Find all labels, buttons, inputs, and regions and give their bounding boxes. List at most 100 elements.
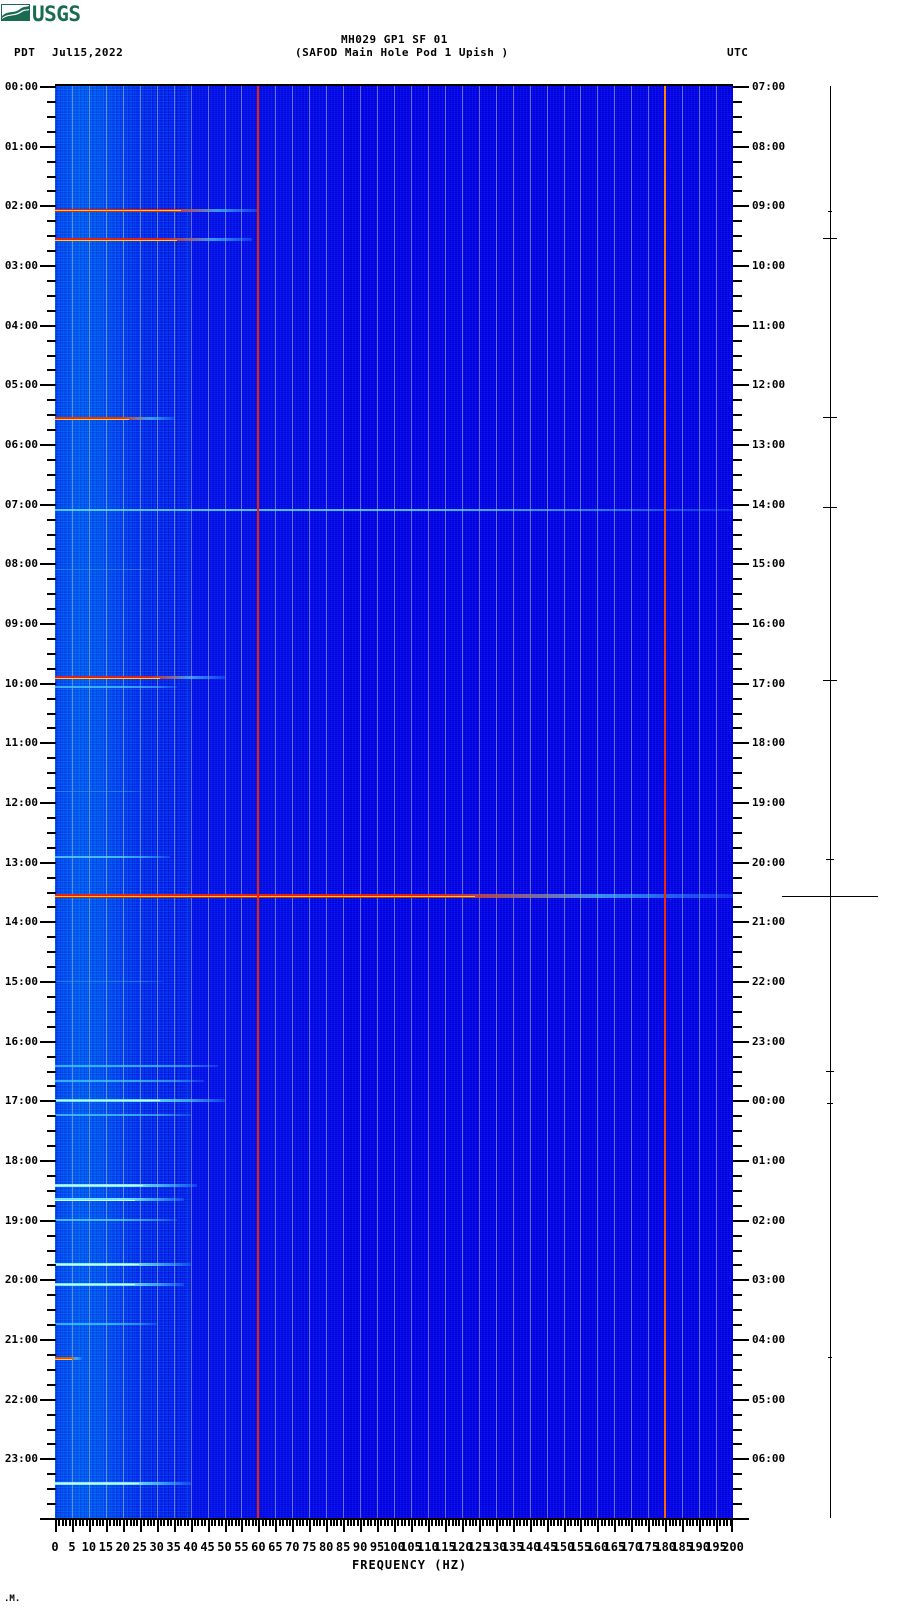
gridline-110hz — [427, 86, 429, 1518]
freq-tick-minor — [329, 1518, 332, 1526]
freq-label-75hz: 75 — [302, 1540, 317, 1554]
freq-tick-minor — [265, 1518, 268, 1526]
freq-tick-major — [631, 1518, 634, 1532]
time-tick-minor — [733, 1264, 742, 1267]
gridline-125hz — [478, 86, 480, 1518]
time-tick-major — [733, 324, 749, 327]
gridline-55hz — [241, 86, 243, 1518]
freq-tick-minor — [641, 1518, 644, 1526]
freq-tick-minor — [705, 1518, 708, 1526]
time-tick-minor — [47, 995, 56, 998]
freq-tick-minor — [516, 1518, 519, 1526]
time-tick-minor — [733, 846, 742, 849]
time-label-utc-18: 01:00 — [752, 1154, 786, 1167]
time-tick-minor — [47, 399, 56, 402]
timezone-left-label: PDT — [14, 46, 36, 59]
time-label-utc-3: 10:00 — [752, 259, 786, 272]
time-tick-minor — [733, 1249, 742, 1252]
time-label-pdt-14: 14:00 — [4, 915, 38, 929]
time-tick-minor — [733, 816, 742, 819]
freq-tick-minor — [200, 1518, 203, 1526]
time-tick-major — [40, 742, 56, 745]
time-label-pdt-13: 13:00 — [4, 855, 38, 869]
freq-tick-minor — [288, 1518, 291, 1526]
freq-label-70hz: 70 — [285, 1540, 300, 1554]
time-tick-minor — [47, 1294, 56, 1297]
time-tick-minor — [733, 294, 742, 297]
time-label-pdt-0: 00:00 — [4, 80, 38, 93]
time-tick-minor — [47, 100, 56, 103]
gridline-90hz — [360, 86, 362, 1518]
freq-tick-minor — [234, 1518, 237, 1526]
freq-tick-minor — [204, 1518, 207, 1526]
time-label-utc-1: 08:00 — [752, 139, 786, 153]
freq-tick-minor — [634, 1518, 637, 1526]
time-tick-minor — [733, 995, 742, 998]
time-tick-major — [40, 265, 56, 267]
time-tick-minor — [47, 518, 56, 521]
time-tick-major — [40, 324, 56, 327]
freq-tick-minor — [353, 1518, 356, 1526]
freq-tick-minor — [604, 1518, 607, 1526]
time-tick-minor — [47, 652, 56, 655]
freq-tick-minor — [600, 1518, 603, 1526]
freq-tick-minor — [617, 1518, 620, 1526]
time-tick-minor — [47, 697, 56, 700]
freq-tick-major — [190, 1518, 193, 1532]
time-tick-minor — [47, 1413, 56, 1416]
freq-tick-minor — [268, 1518, 271, 1526]
time-tick-minor — [733, 1488, 742, 1491]
time-tick-minor — [733, 190, 742, 193]
time-tick-minor — [733, 1189, 742, 1192]
time-tick-major — [40, 145, 56, 148]
time-tick-minor — [47, 772, 56, 775]
time-tick-minor — [47, 1145, 56, 1148]
time-tick-minor — [47, 876, 56, 879]
freq-label-155hz: 155 — [569, 1540, 592, 1554]
spectrogram-plot[interactable] — [55, 86, 733, 1518]
freq-tick-minor — [712, 1518, 715, 1526]
freq-tick-major — [563, 1518, 566, 1532]
time-tick-minor — [733, 533, 742, 536]
freq-tick-minor — [455, 1518, 458, 1526]
freq-tick-minor — [65, 1518, 68, 1526]
freq-tick-minor — [658, 1518, 661, 1526]
date-label: Jul15,2022 — [52, 46, 124, 59]
time-tick-minor — [47, 1115, 56, 1118]
time-label-pdt-22: 22:00 — [4, 1392, 38, 1406]
freq-tick-major — [326, 1518, 329, 1532]
time-tick-major — [733, 623, 749, 625]
time-tick-minor — [47, 548, 56, 551]
frequency-axis — [55, 1518, 733, 1538]
time-tick-minor — [733, 518, 742, 521]
time-tick-minor — [733, 1115, 742, 1118]
time-tick-major — [40, 1219, 56, 1222]
freq-tick-minor — [370, 1518, 373, 1526]
time-tick-minor — [733, 936, 742, 939]
event-core-0535 — [55, 418, 129, 420]
freq-tick-minor — [638, 1518, 641, 1526]
freq-tick-minor — [610, 1518, 613, 1526]
freq-tick-minor — [170, 1518, 173, 1526]
time-tick-minor — [733, 488, 742, 491]
time-tick-major — [733, 682, 749, 685]
freq-tick-minor — [594, 1518, 596, 1526]
freq-tick-minor — [671, 1518, 674, 1526]
freq-tick-minor — [661, 1518, 664, 1526]
gridline-195hz — [716, 86, 718, 1518]
gridline-30hz — [156, 86, 158, 1518]
freq-tick-major — [360, 1518, 363, 1532]
freq-tick-minor — [621, 1518, 624, 1526]
time-tick-minor — [733, 399, 742, 402]
freq-tick-major — [309, 1518, 312, 1532]
time-tick-major — [733, 1160, 749, 1162]
freq-tick-minor — [166, 1518, 169, 1526]
time-axis-left-pdt: 00:00 01:00 02:00 03:00 04:00 05:00 06:00 07:00… — [0, 81, 56, 1520]
freq-tick-minor — [536, 1518, 539, 1526]
time-tick-major — [733, 1279, 749, 1282]
time-tick-minor — [733, 1174, 742, 1177]
time-tick-minor — [47, 787, 56, 790]
freq-tick-major — [614, 1518, 617, 1532]
station-description: (SAFOD Main Hole Pod 1 Upish ) — [295, 46, 509, 59]
time-tick-major — [733, 802, 749, 804]
